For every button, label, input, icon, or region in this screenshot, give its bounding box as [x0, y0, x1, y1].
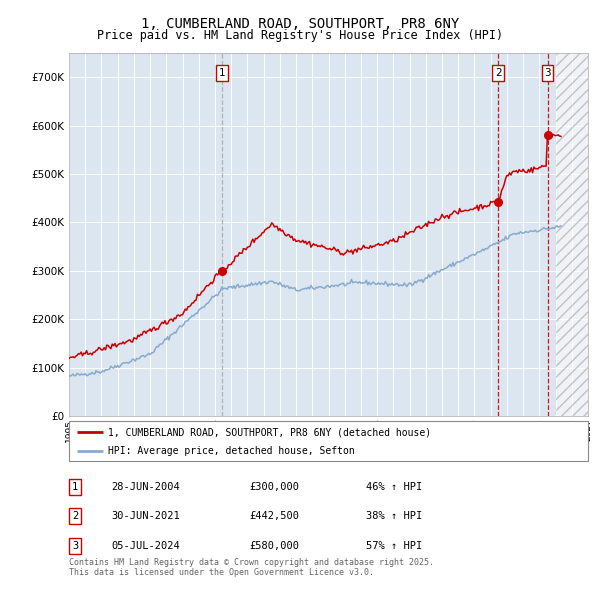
- Text: 05-JUL-2024: 05-JUL-2024: [111, 541, 180, 550]
- Text: £300,000: £300,000: [249, 482, 299, 491]
- Text: Contains HM Land Registry data © Crown copyright and database right 2025.
This d: Contains HM Land Registry data © Crown c…: [69, 558, 434, 577]
- Text: 57% ↑ HPI: 57% ↑ HPI: [366, 541, 422, 550]
- Text: 1, CUMBERLAND ROAD, SOUTHPORT, PR8 6NY (detached house): 1, CUMBERLAND ROAD, SOUTHPORT, PR8 6NY (…: [108, 427, 431, 437]
- Text: 1: 1: [72, 482, 78, 491]
- Text: 30-JUN-2021: 30-JUN-2021: [111, 512, 180, 521]
- Text: 38% ↑ HPI: 38% ↑ HPI: [366, 512, 422, 521]
- Text: 46% ↑ HPI: 46% ↑ HPI: [366, 482, 422, 491]
- Text: 1: 1: [219, 68, 226, 78]
- Text: 2: 2: [495, 68, 502, 78]
- Text: HPI: Average price, detached house, Sefton: HPI: Average price, detached house, Seft…: [108, 447, 355, 456]
- Bar: [556, 53, 588, 416]
- Text: £442,500: £442,500: [249, 512, 299, 521]
- Text: 3: 3: [72, 541, 78, 550]
- Text: 1, CUMBERLAND ROAD, SOUTHPORT, PR8 6NY: 1, CUMBERLAND ROAD, SOUTHPORT, PR8 6NY: [141, 17, 459, 31]
- Text: 3: 3: [544, 68, 551, 78]
- Text: £580,000: £580,000: [249, 541, 299, 550]
- Text: 2: 2: [72, 512, 78, 521]
- Text: Price paid vs. HM Land Registry's House Price Index (HPI): Price paid vs. HM Land Registry's House …: [97, 30, 503, 42]
- Text: 28-JUN-2004: 28-JUN-2004: [111, 482, 180, 491]
